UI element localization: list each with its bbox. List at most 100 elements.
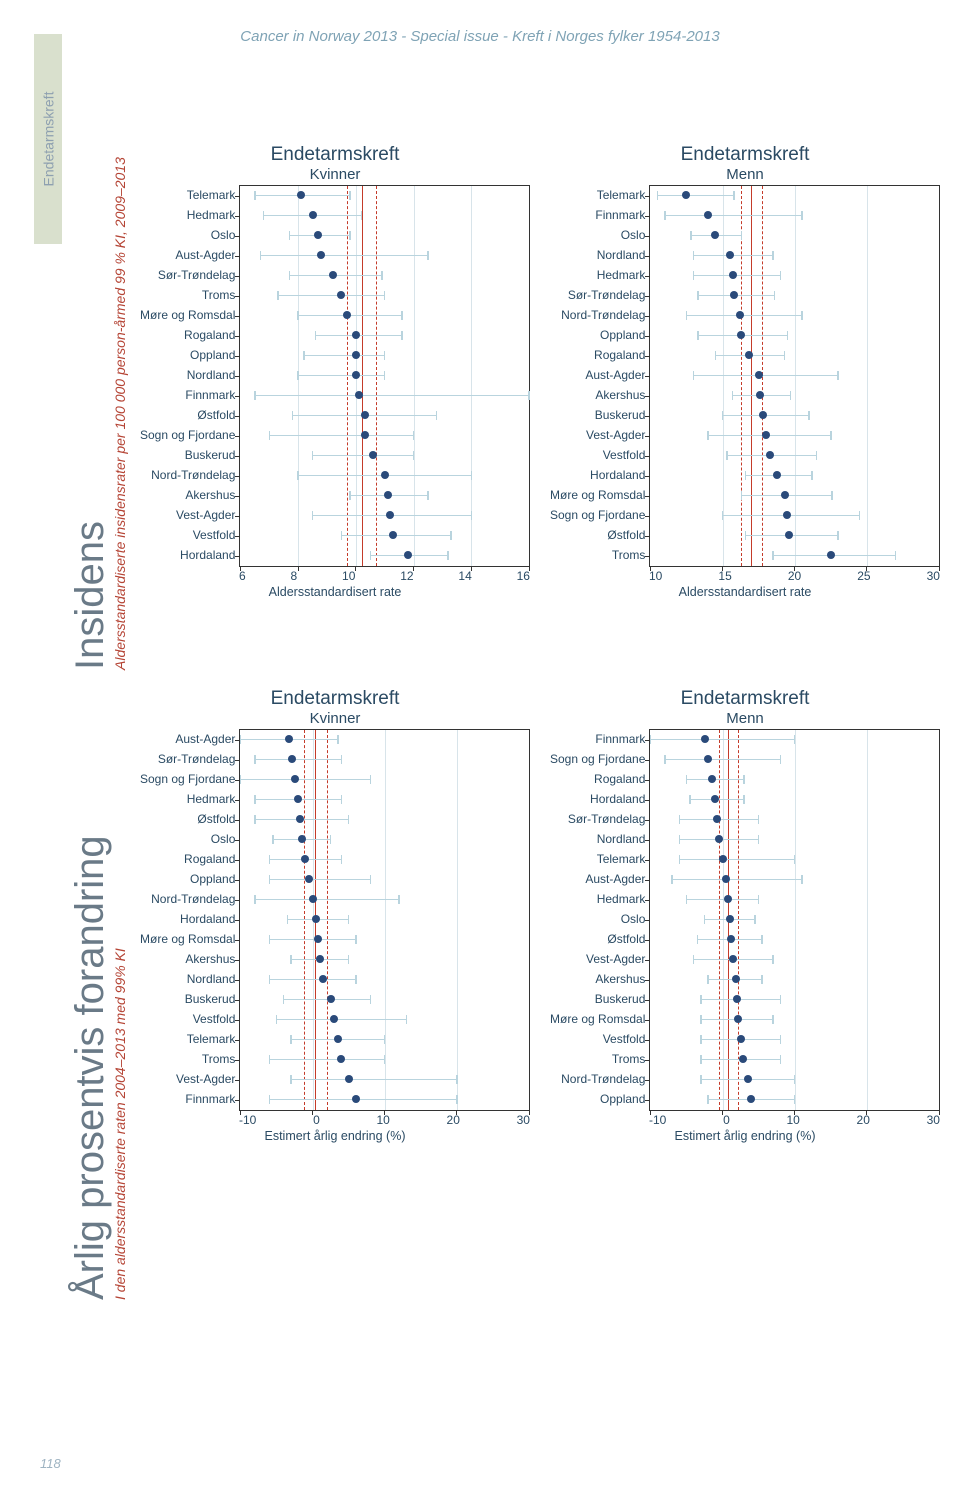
data-row (650, 486, 939, 506)
row-label: Østfold (140, 405, 235, 425)
row-label: Oslo (140, 225, 235, 245)
row-label: Rogaland (550, 769, 645, 789)
point-estimate (726, 915, 734, 923)
data-row (650, 750, 939, 770)
data-row (650, 830, 939, 850)
point-estimate (727, 935, 735, 943)
point-estimate (361, 411, 369, 419)
point-estimate (682, 191, 690, 199)
row-label: Møre og Romsdal (550, 485, 645, 505)
point-estimate (762, 431, 770, 439)
data-row (650, 790, 939, 810)
point-estimate (785, 531, 793, 539)
data-row (240, 546, 529, 566)
data-row (650, 266, 939, 286)
point-estimate (711, 231, 719, 239)
row-label: Sogn og Fjordane (140, 769, 235, 789)
point-estimate (386, 511, 394, 519)
chart-subtitle: Menn (550, 710, 940, 727)
point-estimate (294, 795, 302, 803)
data-row (240, 466, 529, 486)
point-estimate (334, 1035, 342, 1043)
data-row (240, 226, 529, 246)
data-row (240, 186, 529, 206)
data-row (650, 346, 939, 366)
row-label: Sør-Trøndelag (140, 265, 235, 285)
data-row (650, 1030, 939, 1050)
row-label: Telemark (550, 849, 645, 869)
data-row (240, 346, 529, 366)
point-estimate (701, 735, 709, 743)
point-estimate (773, 471, 781, 479)
point-estimate (719, 855, 727, 863)
row-label: Vest-Agder (550, 425, 645, 445)
point-estimate (352, 371, 360, 379)
row-label: Møre og Romsdal (140, 929, 235, 949)
plot-area (649, 729, 940, 1111)
data-row (650, 206, 939, 226)
row-label: Nord-Trøndelag (140, 889, 235, 909)
point-estimate (730, 291, 738, 299)
row-label: Akershus (550, 969, 645, 989)
data-row (240, 970, 529, 990)
x-axis-ticks: -100102030 (239, 1113, 530, 1127)
row-label: Rogaland (140, 849, 235, 869)
point-estimate (783, 511, 791, 519)
row-label: Vest-Agder (140, 1069, 235, 1089)
row-label: Hordaland (140, 545, 235, 565)
row-label: Nordland (140, 365, 235, 385)
point-estimate (288, 755, 296, 763)
point-estimate (732, 975, 740, 983)
row-label: Oppland (550, 325, 645, 345)
row-label: Hedmark (140, 789, 235, 809)
point-estimate (355, 391, 363, 399)
plot-area (239, 185, 530, 567)
data-row (650, 770, 939, 790)
forest-plot: EndetarmskreftMennTelemarkFinnmarkOsloNo… (550, 145, 940, 599)
point-estimate (301, 855, 309, 863)
row-label: Finnmark (140, 1089, 235, 1109)
data-row (240, 770, 529, 790)
data-row (240, 386, 529, 406)
row-label: Hedmark (550, 265, 645, 285)
data-row (650, 226, 939, 246)
row-label: Nord-Trøndelag (550, 305, 645, 325)
row-label: Vest-Agder (140, 505, 235, 525)
data-row (240, 830, 529, 850)
point-estimate (305, 875, 313, 883)
row-label: Oppland (140, 345, 235, 365)
data-row (650, 930, 939, 950)
row-label: Aust-Agder (140, 729, 235, 749)
row-label: Nordland (550, 829, 645, 849)
data-row (650, 950, 939, 970)
x-axis-ticks: -100102030 (649, 1113, 940, 1127)
point-estimate (737, 331, 745, 339)
row-label: Sør-Trøndelag (550, 809, 645, 829)
chart-title: Endetarmskreft (550, 145, 940, 166)
row-label: Oslo (550, 909, 645, 929)
point-estimate (381, 471, 389, 479)
row-label: Finnmark (550, 729, 645, 749)
point-estimate (724, 895, 732, 903)
insidens-subtitle: Aldersstandardiserte insidensrater per 1… (112, 150, 128, 670)
data-row (650, 890, 939, 910)
point-estimate (317, 251, 325, 259)
data-row (240, 810, 529, 830)
row-label: Buskerud (140, 989, 235, 1009)
data-row (240, 406, 529, 426)
row-label: Sogn og Fjordane (550, 505, 645, 525)
row-label: Nordland (550, 245, 645, 265)
row-label: Rogaland (550, 345, 645, 365)
data-row (240, 870, 529, 890)
point-estimate (766, 451, 774, 459)
data-row (650, 506, 939, 526)
row-label: Troms (140, 1049, 235, 1069)
data-row (240, 426, 529, 446)
point-estimate (404, 551, 412, 559)
point-estimate (337, 1055, 345, 1063)
point-estimate (827, 551, 835, 559)
data-row (240, 246, 529, 266)
page-header: Cancer in Norway 2013 - Special issue - … (40, 28, 920, 45)
x-axis-label: Aldersstandardisert rate (140, 585, 530, 599)
data-row (240, 1050, 529, 1070)
